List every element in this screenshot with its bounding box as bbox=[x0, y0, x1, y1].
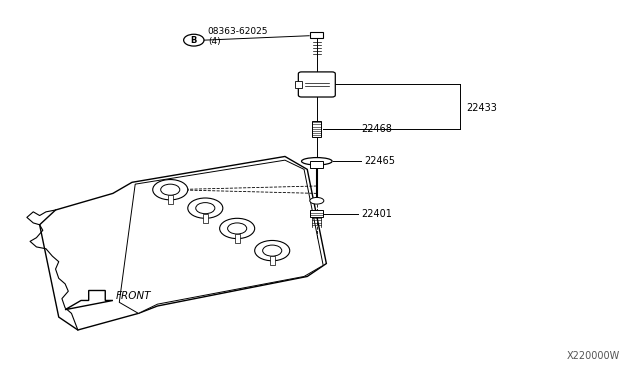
Bar bbox=[312, 121, 321, 137]
Polygon shape bbox=[40, 157, 326, 330]
Bar bbox=[168, 195, 173, 205]
Polygon shape bbox=[119, 160, 323, 313]
Text: 22401: 22401 bbox=[362, 209, 392, 219]
Text: 08363-62025: 08363-62025 bbox=[208, 28, 268, 36]
Text: FRONT: FRONT bbox=[116, 291, 152, 301]
Bar bbox=[203, 214, 208, 223]
Ellipse shape bbox=[301, 158, 332, 165]
Text: 22433: 22433 bbox=[467, 103, 497, 113]
Text: X220000W: X220000W bbox=[566, 352, 620, 361]
Bar bbox=[235, 234, 240, 243]
Bar bbox=[310, 32, 323, 38]
Bar bbox=[269, 256, 275, 265]
Bar bbox=[295, 81, 301, 88]
Ellipse shape bbox=[153, 180, 188, 200]
Text: 22465: 22465 bbox=[365, 156, 396, 166]
Ellipse shape bbox=[188, 198, 223, 218]
Text: 22468: 22468 bbox=[362, 124, 392, 134]
Ellipse shape bbox=[255, 240, 290, 261]
Polygon shape bbox=[65, 291, 113, 310]
Text: (4): (4) bbox=[208, 37, 220, 46]
Bar bbox=[310, 161, 323, 167]
Bar bbox=[310, 210, 323, 217]
Ellipse shape bbox=[220, 218, 255, 238]
FancyBboxPatch shape bbox=[298, 72, 335, 97]
Ellipse shape bbox=[310, 198, 324, 204]
Text: B: B bbox=[191, 36, 197, 45]
